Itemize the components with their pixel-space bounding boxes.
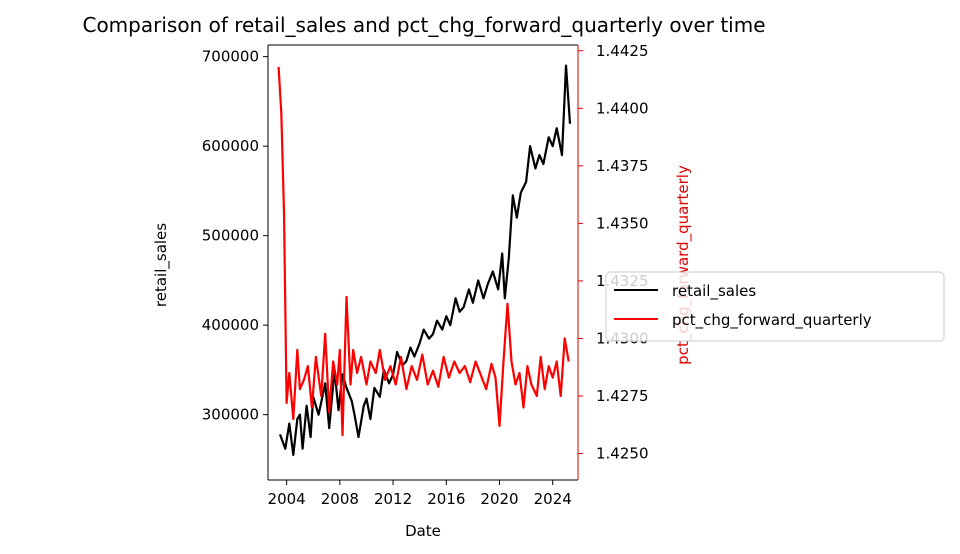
x-tick-label: 2004 <box>268 490 306 508</box>
axes-layer: 2004 2008 2012 2016 2020 2024 300000 400000 5000… <box>202 42 649 508</box>
y-left-tick-label: 300000 <box>202 406 259 424</box>
legend-entry-pct-chg: pct_chg_forward_quarterly <box>672 311 872 330</box>
y-right-tick-label: 1.4400 <box>596 99 649 117</box>
y-right-tick-label: 1.4375 <box>596 157 649 175</box>
y-right-tick-label: 1.4250 <box>596 445 649 463</box>
x-axis-label: Date <box>405 522 441 540</box>
y-left-tick-label: 600000 <box>202 137 259 155</box>
legend: retail_sales pct_chg_forward_quarterly <box>605 271 945 342</box>
y-left-tick-label: 400000 <box>202 316 259 334</box>
legend-frame <box>605 271 945 342</box>
x-tick-label: 2012 <box>374 490 412 508</box>
y-left-tick-label: 500000 <box>202 227 259 245</box>
chart-title: Comparison of retail_sales and pct_chg_f… <box>82 13 765 37</box>
x-tick-label: 2008 <box>321 490 359 508</box>
y-left-tick-label: 700000 <box>202 48 259 66</box>
series-line-retail-sales <box>278 64 572 456</box>
x-tick-label: 2024 <box>534 490 572 508</box>
x-tick-label: 2016 <box>427 490 465 508</box>
y-axis-left-label: retail_sales <box>152 223 171 307</box>
series-layer <box>277 64 572 456</box>
y-right-tick-label: 1.4425 <box>596 42 649 60</box>
series-line-pct-chg-forward-quarterly <box>277 66 570 437</box>
legend-entry-retail-sales: retail_sales <box>672 282 756 301</box>
y-right-tick-label: 1.4350 <box>596 214 649 232</box>
x-tick-label: 2020 <box>480 490 518 508</box>
y-right-tick-label: 1.4275 <box>596 387 649 405</box>
